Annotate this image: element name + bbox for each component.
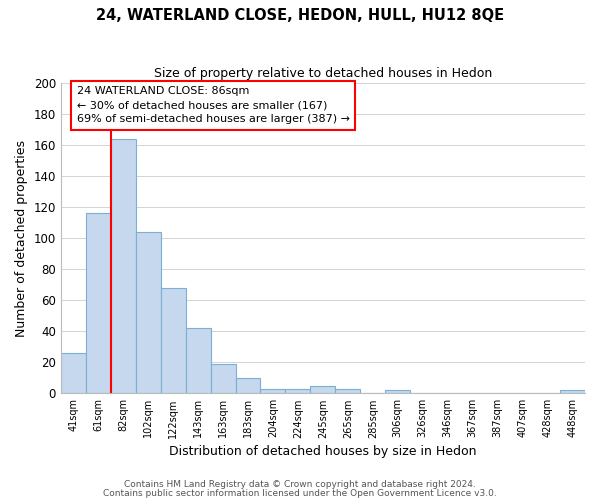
Text: 24, WATERLAND CLOSE, HEDON, HULL, HU12 8QE: 24, WATERLAND CLOSE, HEDON, HULL, HU12 8… <box>96 8 504 22</box>
Bar <box>61 353 86 394</box>
Bar <box>136 232 161 394</box>
Text: Contains public sector information licensed under the Open Government Licence v3: Contains public sector information licen… <box>103 488 497 498</box>
Bar <box>310 386 335 394</box>
Bar <box>86 214 111 394</box>
Bar <box>161 288 185 394</box>
Text: 24 WATERLAND CLOSE: 86sqm
← 30% of detached houses are smaller (167)
69% of semi: 24 WATERLAND CLOSE: 86sqm ← 30% of detac… <box>77 86 350 124</box>
Bar <box>260 388 286 394</box>
X-axis label: Distribution of detached houses by size in Hedon: Distribution of detached houses by size … <box>169 444 476 458</box>
Bar <box>286 388 310 394</box>
Bar <box>560 390 585 394</box>
Bar <box>111 139 136 394</box>
Title: Size of property relative to detached houses in Hedon: Size of property relative to detached ho… <box>154 68 492 80</box>
Text: Contains HM Land Registry data © Crown copyright and database right 2024.: Contains HM Land Registry data © Crown c… <box>124 480 476 489</box>
Bar <box>236 378 260 394</box>
Bar <box>385 390 410 394</box>
Bar <box>335 388 361 394</box>
Bar <box>185 328 211 394</box>
Bar <box>211 364 236 394</box>
Y-axis label: Number of detached properties: Number of detached properties <box>15 140 28 336</box>
